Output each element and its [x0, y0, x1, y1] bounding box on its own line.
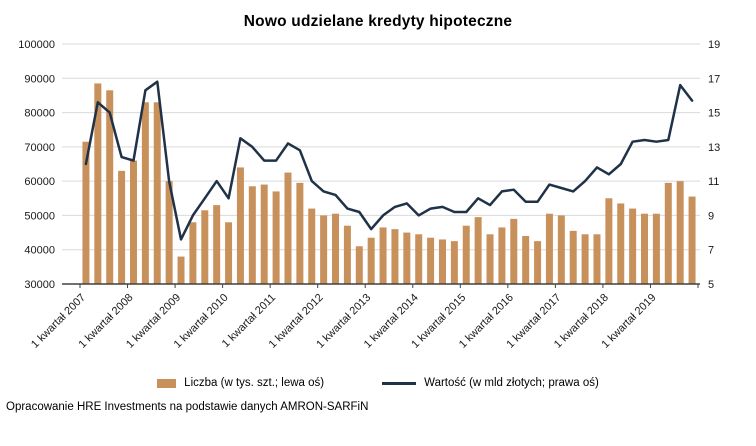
- bar: [379, 227, 387, 284]
- left-axis-tick-label: 70000: [24, 142, 55, 154]
- bar: [593, 234, 601, 284]
- right-axis-tick-label: 17: [708, 73, 720, 85]
- bar: [391, 229, 399, 284]
- bar: [581, 234, 589, 284]
- right-axis-tick-label: 5: [708, 279, 714, 291]
- bar: [688, 196, 696, 284]
- legend-item-bars: Liczba (w tys. szt.; lewa oś): [157, 377, 324, 389]
- bar: [474, 217, 482, 284]
- bar: [106, 90, 114, 284]
- bar: [367, 237, 375, 284]
- value-line: [84, 80, 694, 241]
- chart-title: Nowo udzielane kredyty hipoteczne: [243, 13, 513, 30]
- bar: [450, 241, 458, 284]
- bar: [248, 186, 256, 284]
- bar-series-swatch: [157, 378, 177, 388]
- bar: [652, 213, 660, 284]
- bar: [438, 239, 446, 284]
- bar: [165, 181, 173, 284]
- bar: [94, 83, 102, 285]
- bar: [403, 232, 411, 284]
- bar: [641, 213, 649, 284]
- bar: [569, 230, 577, 284]
- right-axis-tick-label: 11: [708, 176, 719, 188]
- bar: [427, 237, 435, 284]
- bar: [177, 256, 185, 284]
- left-axis-tick-label: 40000: [24, 245, 55, 257]
- bar: [236, 167, 244, 284]
- bar: [664, 182, 672, 284]
- bar: [82, 141, 90, 284]
- right-axis-tick-label: 9: [708, 210, 714, 222]
- bar: [201, 210, 209, 284]
- bar: [629, 208, 637, 284]
- bar: [153, 102, 161, 284]
- legend-item-line: Wartość (w mld złotych; prawa oś): [382, 377, 599, 389]
- legend-bars-label: Liczba (w tys. szt.; lewa oś): [184, 377, 325, 389]
- bar: [617, 203, 625, 284]
- bar: [510, 218, 518, 284]
- bar: [129, 160, 137, 284]
- bar: [534, 241, 542, 284]
- bar: [343, 225, 351, 284]
- right-axis-tick-label: 13: [708, 142, 720, 154]
- left-axis-tick-label: 30000: [24, 279, 55, 291]
- bar: [225, 222, 233, 284]
- bar: [296, 182, 304, 284]
- bar: [118, 170, 126, 284]
- bar: [320, 215, 328, 284]
- bar: [415, 234, 423, 284]
- right-axis-tick-label: 7: [708, 245, 714, 257]
- bar: [284, 172, 292, 284]
- chart-svg: 30000 40000 50000 60000 70000 80000 90000 10000…: [18, 39, 720, 351]
- bar: [189, 222, 197, 284]
- bar: [308, 208, 316, 284]
- bar: [522, 236, 530, 284]
- bar: [213, 205, 221, 284]
- bar: [486, 234, 494, 284]
- source-note: Opracowanie HRE Investments na podstawie…: [6, 401, 369, 413]
- right-axis-tick-label: 15: [708, 108, 720, 120]
- bar: [605, 198, 613, 284]
- line-series-swatch: [382, 381, 417, 385]
- left-axis-tick-label: 60000: [24, 176, 55, 188]
- legend: Liczba (w tys. szt.; lewa oś) Wartość (w…: [0, 377, 756, 389]
- bar: [498, 227, 506, 284]
- left-axis-tick-label: 50000: [24, 210, 55, 222]
- legend-line-label: Wartość (w mld złotych; prawa oś): [424, 377, 599, 389]
- left-axis-tick-label: 80000: [24, 108, 55, 120]
- bar: [332, 213, 340, 284]
- right-axis-tick-label: 19: [708, 39, 720, 51]
- left-axis-tick-label: 100000: [18, 39, 55, 51]
- bar: [141, 102, 149, 284]
- bar: [545, 213, 553, 284]
- bar: [260, 184, 268, 284]
- bar: [557, 215, 565, 284]
- bar: [462, 225, 470, 284]
- bar: [676, 181, 684, 284]
- bar: [355, 246, 363, 284]
- left-axis-tick-label: 90000: [24, 73, 55, 85]
- bar: [272, 191, 280, 284]
